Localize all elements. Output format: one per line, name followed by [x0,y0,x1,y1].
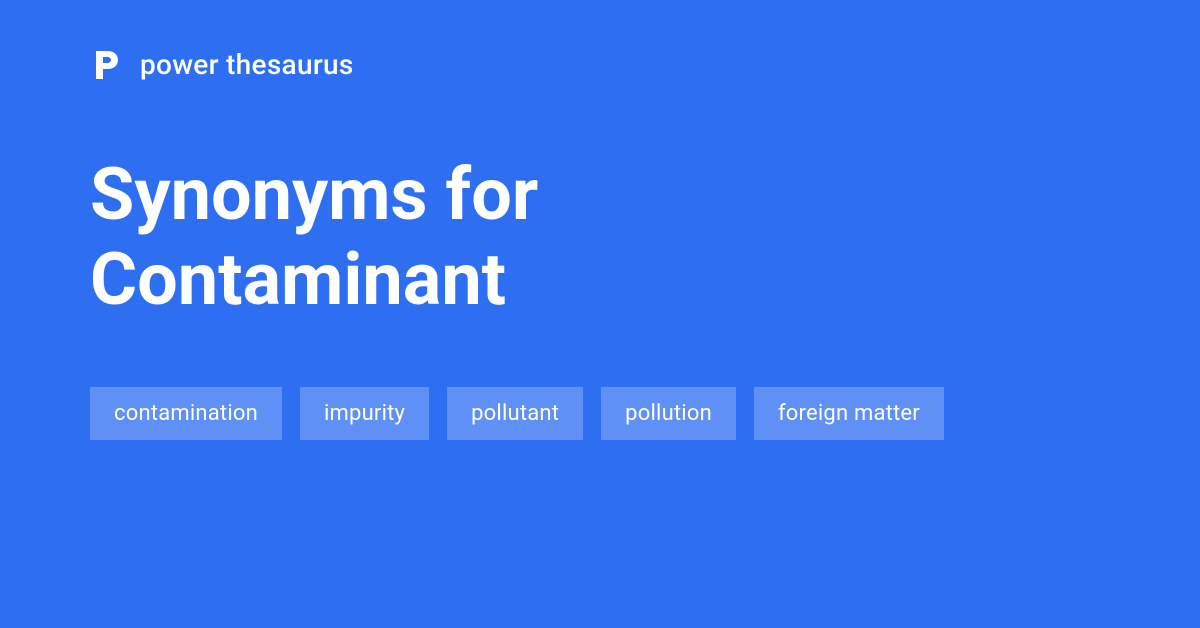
title-line-1: Synonyms for [90,152,538,237]
synonym-tag[interactable]: foreign matter [754,387,944,440]
synonym-tag[interactable]: pollutant [447,387,583,440]
page-title: Synonyms for Contaminant [90,153,1110,323]
title-line-2: Contaminant [90,237,506,322]
brand-name: power thesaurus [140,48,354,81]
synonym-tag[interactable]: impurity [300,387,429,440]
header: power thesaurus [90,48,1110,81]
synonym-tag[interactable]: pollution [601,387,736,440]
main-container: power thesaurus Synonyms for Contaminant… [0,0,1200,488]
logo-icon [90,49,122,81]
synonym-tag[interactable]: contamination [90,387,282,440]
synonym-tags: contamination impurity pollutant polluti… [90,387,1110,440]
